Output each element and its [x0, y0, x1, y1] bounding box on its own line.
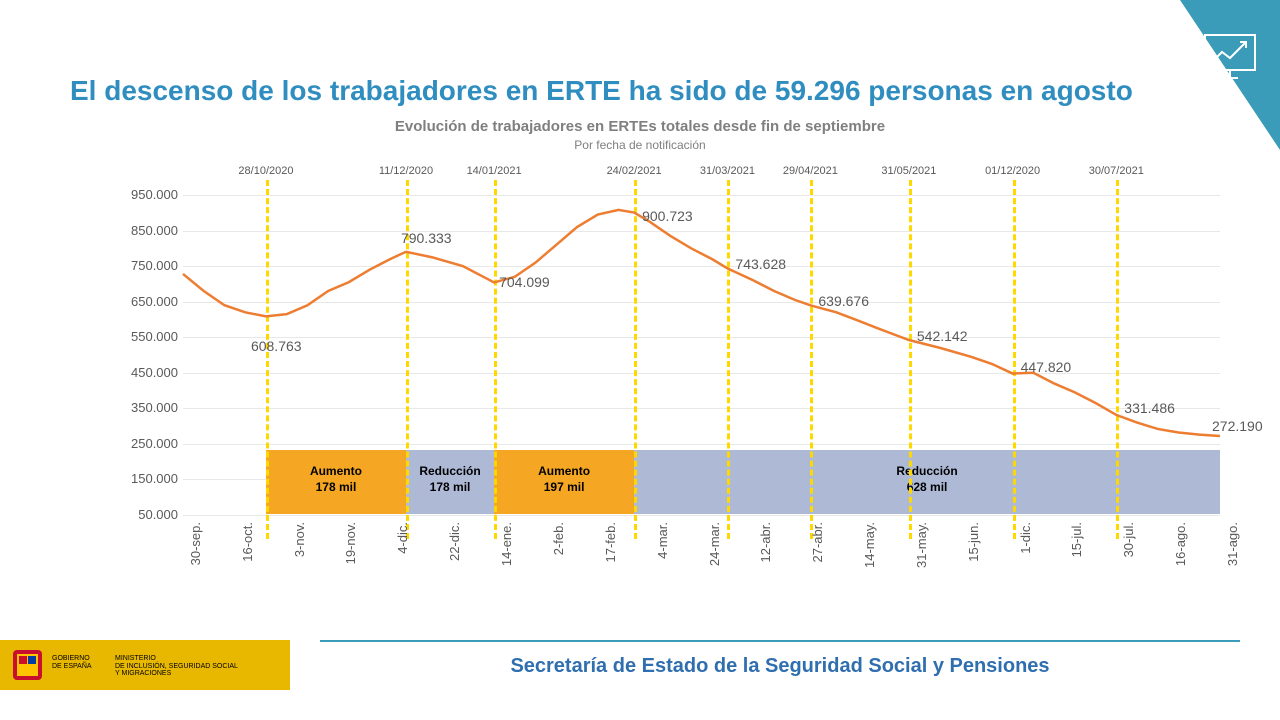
data-point-label: 447.820	[1021, 359, 1072, 375]
x-axis-label: 27-abr.	[810, 522, 825, 582]
gridline	[183, 408, 1220, 409]
gridline	[183, 337, 1220, 338]
gridline	[183, 266, 1220, 267]
marker-vline	[1116, 180, 1119, 539]
x-axis-label: 17-feb.	[603, 522, 618, 582]
band-label: Aumento197 mil	[494, 464, 634, 495]
marker-vline	[810, 180, 813, 539]
marker-vline	[1013, 180, 1016, 539]
marker-date: 24/02/2021	[607, 165, 662, 177]
x-axis-label: 2-feb.	[551, 522, 566, 582]
data-point-label: 743.628	[735, 256, 786, 272]
page-title: El descenso de los trabajadores en ERTE …	[70, 75, 1133, 107]
y-axis-label: 850.000	[118, 223, 178, 238]
x-axis-label: 4-dic.	[395, 522, 410, 582]
phase-band: Reducción178 mil	[406, 450, 494, 514]
gridline	[183, 444, 1220, 445]
x-axis-label: 15-jul.	[1069, 522, 1084, 582]
phase-band: Aumento197 mil	[494, 450, 634, 514]
marker-vline	[909, 180, 912, 539]
marker-vline	[494, 180, 497, 539]
y-axis-label: 650.000	[118, 294, 178, 309]
phase-band: Aumento178 mil	[266, 450, 406, 514]
marker-vline	[634, 180, 637, 539]
marker-date: 11/12/2020	[379, 165, 433, 177]
logo-gobierno-text: GOBIERNODE ESPAÑA	[52, 655, 92, 670]
x-axis-label: 24-mar.	[707, 522, 722, 582]
x-axis-label: 22-dic.	[447, 522, 462, 582]
marker-vline	[266, 180, 269, 539]
data-point-label: 331.486	[1124, 400, 1175, 416]
band-label: Reducción628 mil	[634, 464, 1220, 495]
data-point-label: 608.763	[251, 338, 302, 354]
marker-date: 29/04/2021	[783, 165, 838, 177]
marker-date: 31/03/2021	[700, 165, 755, 177]
y-axis-label: 150.000	[118, 471, 178, 486]
x-axis-label: 31-ago.	[1225, 522, 1240, 582]
x-axis-label: 3-nov.	[292, 522, 307, 582]
y-axis-label: 750.000	[118, 258, 178, 273]
marker-date: 14/01/2021	[467, 165, 522, 177]
y-axis-label: 450.000	[118, 365, 178, 380]
x-axis-label: 30-jul.	[1121, 522, 1136, 582]
x-axis-label: 4-mar.	[655, 522, 670, 582]
gridline	[183, 302, 1220, 303]
line-chart: 50.000 150.000 250.000 350.000 450.000 550.00…	[110, 155, 1220, 600]
x-axis-label: 1-dic.	[1018, 522, 1033, 582]
data-point-label: 704.099	[499, 274, 550, 290]
y-axis-label: 50.000	[118, 507, 178, 522]
band-label: Aumento178 mil	[266, 464, 406, 495]
x-axis-label: 14-ene.	[499, 522, 514, 582]
data-point-label: 790.333	[401, 230, 452, 246]
y-axis-label: 550.000	[118, 329, 178, 344]
y-axis-label: 250.000	[118, 436, 178, 451]
x-axis-label: 31-may.	[914, 522, 929, 582]
marker-vline	[727, 180, 730, 539]
chart-icon	[1200, 30, 1260, 80]
gridline	[183, 515, 1220, 516]
x-axis-label: 12-abr.	[758, 522, 773, 582]
spain-crest-icon	[5, 640, 50, 690]
marker-date: 01/12/2020	[985, 165, 1040, 177]
x-axis-label: 30-sep.	[188, 522, 203, 582]
data-point-label: 542.142	[917, 328, 968, 344]
gridline	[183, 231, 1220, 232]
phase-band: Reducción628 mil	[634, 450, 1220, 514]
data-point-label: 639.676	[818, 293, 869, 309]
data-point-label: 272.190	[1212, 418, 1263, 434]
marker-date: 28/10/2020	[238, 165, 293, 177]
marker-date: 31/05/2021	[881, 165, 936, 177]
y-axis-label: 350.000	[118, 400, 178, 415]
footer-text: Secretaría de Estado de la Seguridad Soc…	[320, 655, 1240, 678]
data-point-label: 900.723	[642, 208, 693, 224]
band-label: Reducción178 mil	[406, 464, 494, 495]
x-axis-label: 19-nov.	[343, 522, 358, 582]
x-axis-label: 14-may.	[862, 522, 877, 582]
gridline	[183, 195, 1220, 196]
chart-subtitle: Por fecha de notificación	[0, 138, 1280, 152]
x-axis-label: 15-jun.	[966, 522, 981, 582]
marker-date: 30/07/2021	[1089, 165, 1144, 177]
logo-ministerio-text: MINISTERIODE INCLUSIÓN, SEGURIDAD SOCIAL…	[115, 655, 238, 678]
chart-title: Evolución de trabajadores en ERTEs total…	[0, 118, 1280, 135]
x-axis-label: 16-oct.	[240, 522, 255, 582]
x-axis-label: 16-ago.	[1173, 522, 1188, 582]
footer-divider	[320, 640, 1240, 642]
y-axis-label: 950.000	[118, 187, 178, 202]
